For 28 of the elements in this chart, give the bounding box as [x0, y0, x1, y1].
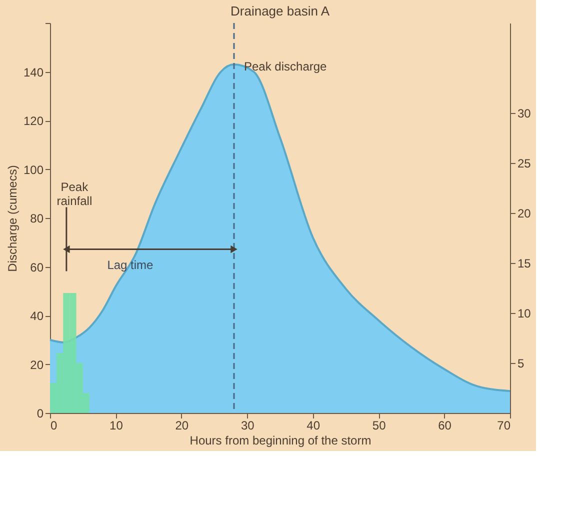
y-tick-label: 80: [30, 212, 44, 226]
y2-tick-label: 20: [518, 206, 532, 220]
x-axis-title: Hours from beginning of the storm: [190, 434, 372, 448]
y-tick-label: 140: [23, 65, 44, 80]
y2-tick-label: 25: [518, 156, 532, 170]
x-tick-label: 40: [306, 418, 320, 432]
annotation: Lag time: [107, 258, 154, 272]
x-tick-label: 50: [372, 418, 386, 432]
x-tick-label: 0: [50, 418, 58, 432]
y2-tick-label: 5: [518, 356, 524, 370]
y-axis-title: Discharge (cumecs): [5, 165, 20, 272]
chart-title: Drainage basin A: [230, 3, 330, 18]
x-tick-label: 70: [497, 418, 511, 432]
x-tick-label: 20: [175, 418, 189, 432]
annotation: Peak discharge: [244, 59, 328, 74]
y2-tick-label: 15: [518, 256, 532, 270]
x-tick-label: 30: [240, 418, 255, 432]
y-tick-label: 100: [23, 162, 44, 177]
y2-tick-label: 10: [518, 306, 532, 320]
x-tick-label: 10: [110, 418, 124, 432]
y2-tick-label: 30: [518, 106, 532, 120]
x-tick-label: 60: [438, 418, 452, 432]
y-tick-label: 60: [30, 260, 44, 274]
y-tick-label: 120: [23, 114, 44, 128]
y-tick-label: 40: [30, 309, 44, 323]
y-tick-label: 20: [30, 358, 44, 372]
y-tick-label: 0: [36, 406, 44, 420]
annotation: Peak rainfall: [56, 180, 92, 208]
